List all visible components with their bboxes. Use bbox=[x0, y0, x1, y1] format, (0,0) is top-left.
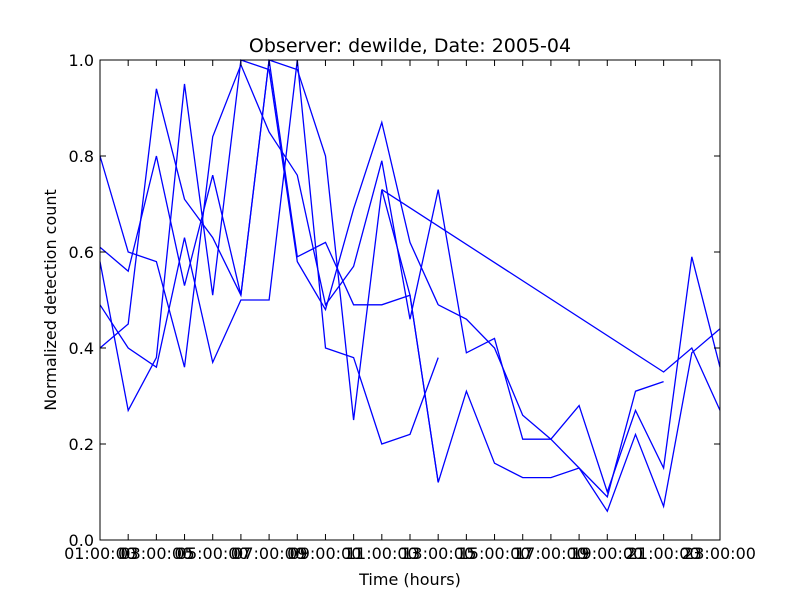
x-tick-label-overlap: 23 bbox=[682, 544, 702, 563]
y-tick-label: 0.0 bbox=[69, 531, 94, 550]
series-line-5 bbox=[99, 59, 721, 513]
y-axis-label: Normalized detection count bbox=[41, 189, 60, 411]
x-tick-label-overlap: 09 bbox=[287, 544, 307, 563]
x-tick-label: 17:00:00 bbox=[515, 544, 587, 563]
series-line-2 bbox=[99, 59, 439, 413]
x-tick-label: 15:00:00 bbox=[459, 544, 531, 563]
y-tick-label: 0.4 bbox=[69, 339, 94, 358]
x-tick-label: 07:00:00 bbox=[233, 544, 305, 563]
x-tick-label-overlap: 07 bbox=[231, 544, 251, 563]
x-tick-label-overlap: 13 bbox=[400, 544, 420, 563]
series-line-8 bbox=[381, 189, 721, 411]
x-tick-label: 11:00:00 bbox=[346, 544, 418, 563]
x-axis-label: Time (hours) bbox=[358, 570, 461, 589]
y-axis-ticks: 0.0 0.2 0.4 0.6 0.8 1.0 bbox=[69, 51, 720, 550]
x-axis-ticks: 01:00:0003:00:0005:00:0007:00:0009:00:00… bbox=[64, 60, 756, 563]
x-tick-label-overlap: 21 bbox=[625, 544, 645, 563]
x-tick-label-overlap: 05 bbox=[174, 544, 194, 563]
x-tick-label: 19:00:00 bbox=[571, 544, 643, 563]
x-tick-label: 03:00:00 bbox=[120, 544, 192, 563]
x-tick-label-overlap: 19 bbox=[569, 544, 589, 563]
y-tick-label: 0.8 bbox=[69, 147, 94, 166]
x-tick-label-overlap: 17 bbox=[513, 544, 533, 563]
x-tick-label: 13:00:00 bbox=[402, 544, 474, 563]
x-tick-label: 21:00:00 bbox=[628, 544, 700, 563]
x-tick-label-overlap: 15 bbox=[456, 544, 476, 563]
chart-title: Observer: dewilde, Date: 2005-04 bbox=[249, 35, 571, 57]
series-line-7 bbox=[437, 189, 721, 495]
x-tick-label-overlap: 11 bbox=[343, 544, 363, 563]
series-layer bbox=[99, 59, 721, 513]
y-tick-label: 0.2 bbox=[69, 435, 94, 454]
x-tick-label: 01:00:00 bbox=[64, 544, 136, 563]
x-tick-label: 09:00:00 bbox=[290, 544, 362, 563]
y-tick-label: 0.6 bbox=[69, 243, 94, 262]
x-tick-label: 05:00:00 bbox=[177, 544, 249, 563]
series-line-1 bbox=[99, 59, 439, 445]
x-tick-label-overlap: 03 bbox=[118, 544, 138, 563]
series-line-3 bbox=[99, 63, 439, 368]
y-tick-label: 1.0 bbox=[69, 51, 94, 70]
x-tick-label: 23:00:00 bbox=[684, 544, 756, 563]
